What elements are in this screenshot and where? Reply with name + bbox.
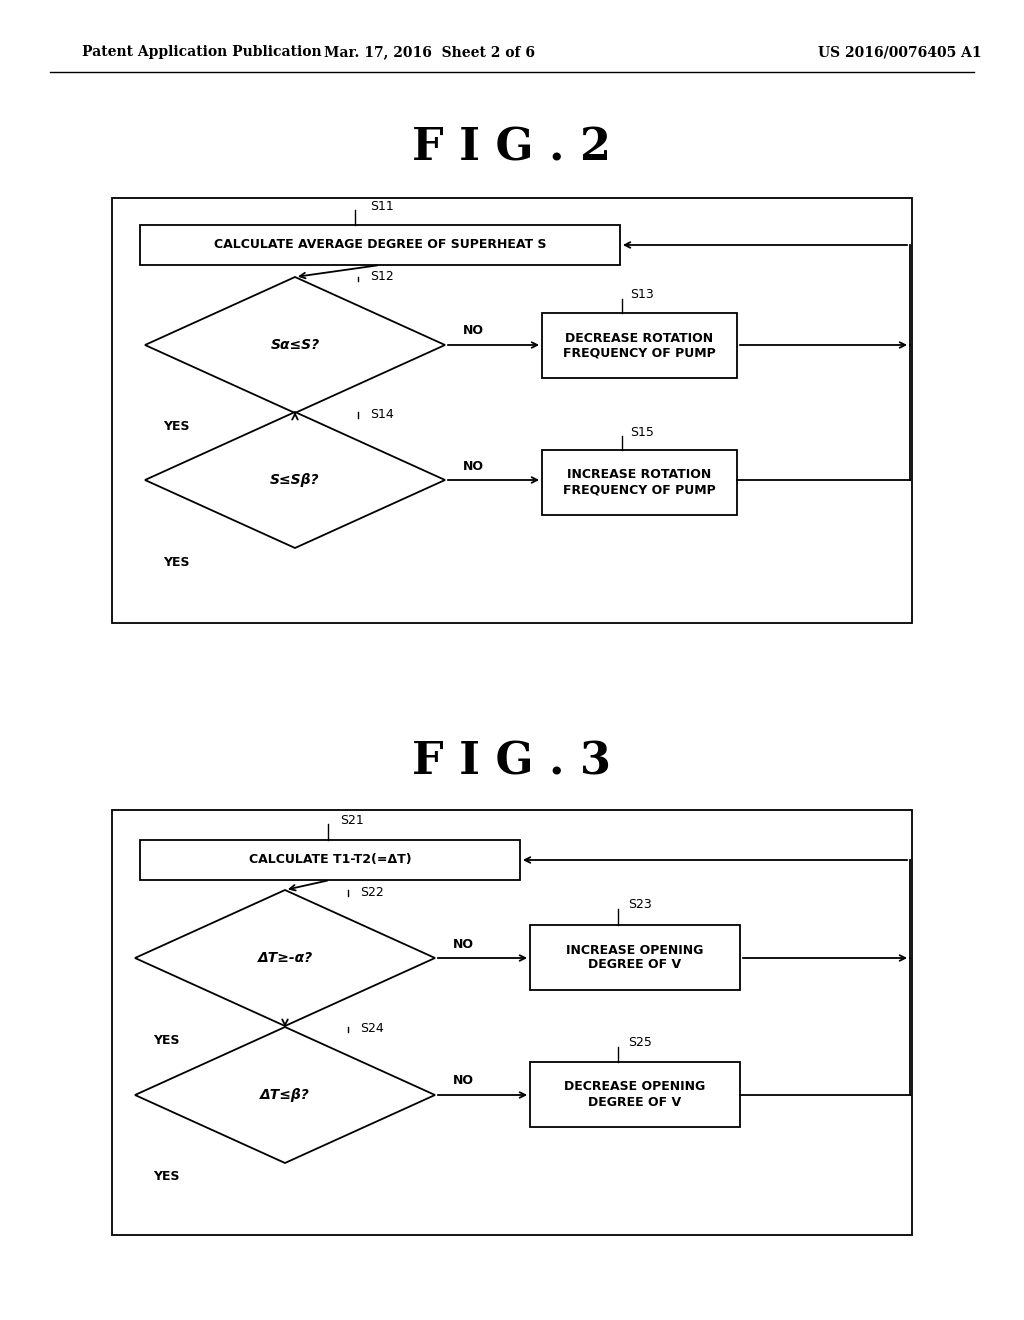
Text: NO: NO (463, 459, 484, 473)
Text: INCREASE OPENING
DEGREE OF V: INCREASE OPENING DEGREE OF V (566, 944, 703, 972)
Text: ΔT≤β?: ΔT≤β? (260, 1088, 310, 1102)
Text: NO: NO (453, 937, 474, 950)
Text: F I G . 3: F I G . 3 (413, 741, 611, 784)
Text: NO: NO (453, 1074, 474, 1088)
Text: S13: S13 (630, 289, 653, 301)
Text: S21: S21 (340, 813, 364, 826)
Text: S25: S25 (628, 1036, 652, 1049)
Polygon shape (135, 1027, 435, 1163)
Text: YES: YES (163, 421, 189, 433)
Text: Patent Application Publication: Patent Application Publication (82, 45, 322, 59)
Text: S14: S14 (370, 408, 394, 421)
Text: INCREASE ROTATION
FREQUENCY OF PUMP: INCREASE ROTATION FREQUENCY OF PUMP (563, 469, 716, 496)
FancyBboxPatch shape (140, 840, 520, 880)
Text: NO: NO (463, 325, 484, 338)
Text: CALCULATE T1-T2(=ΔT): CALCULATE T1-T2(=ΔT) (249, 854, 412, 866)
FancyBboxPatch shape (112, 810, 912, 1236)
FancyBboxPatch shape (530, 1063, 740, 1127)
Text: Sα≤S?: Sα≤S? (270, 338, 319, 352)
FancyBboxPatch shape (530, 925, 740, 990)
FancyBboxPatch shape (542, 313, 737, 378)
Text: ΔT≥-α?: ΔT≥-α? (257, 950, 312, 965)
Polygon shape (135, 890, 435, 1026)
Text: S22: S22 (360, 886, 384, 899)
Text: S15: S15 (630, 425, 654, 438)
Polygon shape (145, 277, 445, 413)
Text: S≤Sβ?: S≤Sβ? (270, 473, 319, 487)
Text: S24: S24 (360, 1022, 384, 1035)
Text: S11: S11 (370, 199, 394, 213)
Text: F I G . 2: F I G . 2 (413, 127, 611, 169)
Text: DECREASE OPENING
DEGREE OF V: DECREASE OPENING DEGREE OF V (564, 1081, 706, 1109)
Text: S23: S23 (628, 899, 651, 912)
Text: YES: YES (153, 1034, 179, 1047)
Text: CALCULATE AVERAGE DEGREE OF SUPERHEAT S: CALCULATE AVERAGE DEGREE OF SUPERHEAT S (214, 239, 546, 252)
FancyBboxPatch shape (112, 198, 912, 623)
Text: US 2016/0076405 A1: US 2016/0076405 A1 (818, 45, 982, 59)
Polygon shape (145, 412, 445, 548)
Text: Mar. 17, 2016  Sheet 2 of 6: Mar. 17, 2016 Sheet 2 of 6 (325, 45, 536, 59)
Text: S12: S12 (370, 271, 394, 284)
Text: YES: YES (163, 556, 189, 569)
Text: DECREASE ROTATION
FREQUENCY OF PUMP: DECREASE ROTATION FREQUENCY OF PUMP (563, 331, 716, 359)
Text: YES: YES (153, 1171, 179, 1184)
FancyBboxPatch shape (542, 450, 737, 515)
FancyBboxPatch shape (140, 224, 620, 265)
